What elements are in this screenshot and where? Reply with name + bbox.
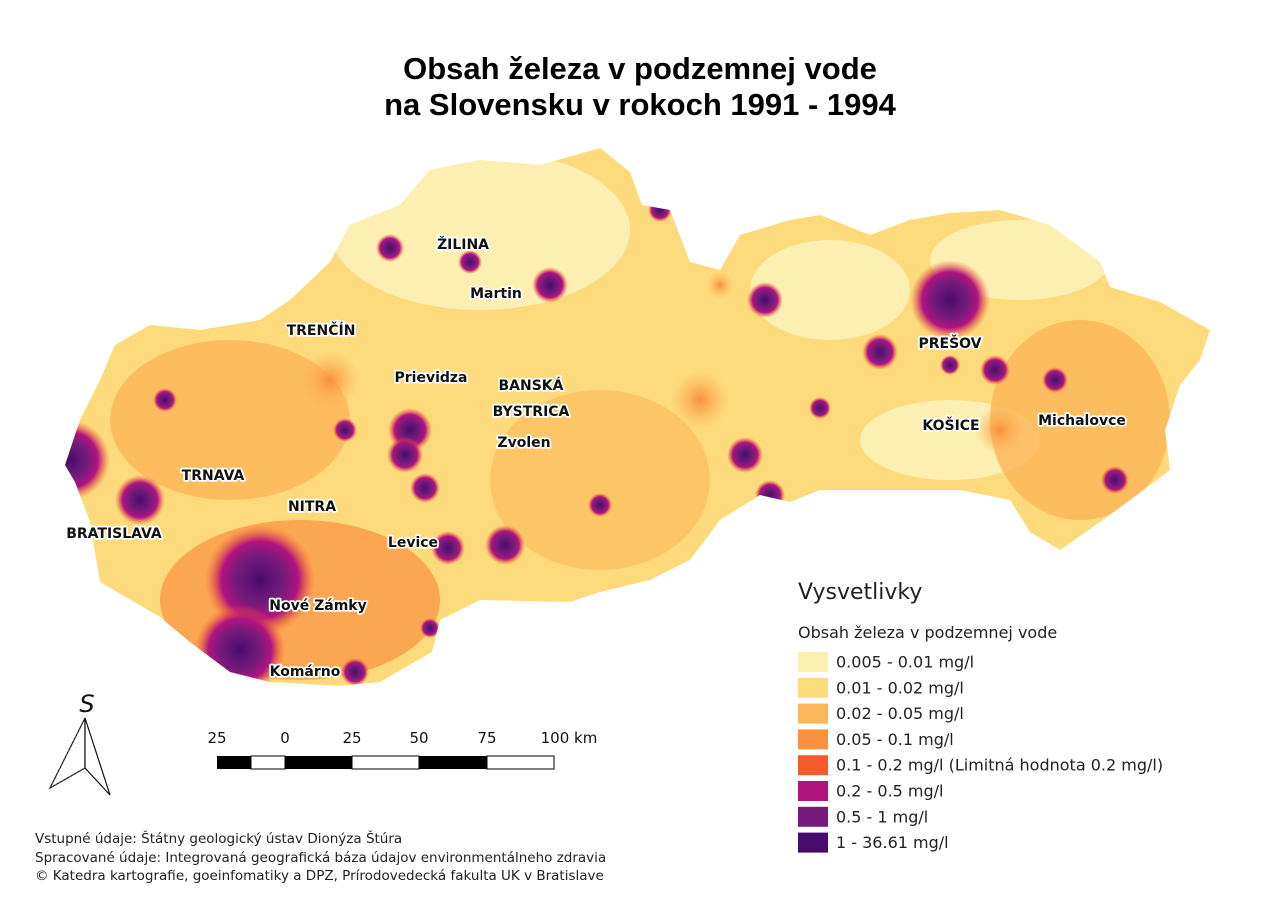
city-label: NITRA: [288, 499, 336, 515]
legend-swatch: [798, 703, 828, 724]
scale-bar: 25 0 25 50 75 100 km: [207, 729, 598, 770]
city-label: Michalovce: [1038, 413, 1126, 429]
legend-swatch: [798, 677, 828, 698]
north-arrow: S: [48, 690, 111, 796]
city-label: PREŠOV: [918, 334, 981, 352]
legend-swatch: [798, 652, 828, 672]
legend-swatch: [798, 755, 828, 776]
legend-label: 0.1 - 0.2 mg/l (Limitná hodnota 0.2 mg/l…: [836, 756, 1163, 775]
north-label: S: [79, 690, 94, 718]
legend-label: 0.2 - 0.5 mg/l: [836, 782, 944, 801]
title-line: na Slovensku v rokoch 1991 - 1994: [384, 87, 897, 122]
city-label: KOŠICE: [922, 416, 979, 434]
city-label: BYSTRICA: [493, 404, 570, 420]
city-label: BRATISLAVA: [66, 526, 162, 542]
legend-swatch: [798, 832, 828, 853]
legend-swatch: [798, 729, 828, 750]
city-label: BANSKÁ: [499, 377, 564, 394]
city-label: TRNAVA: [182, 468, 245, 484]
legend-label: 0.01 - 0.02 mg/l: [836, 678, 964, 697]
city-label: Levice: [388, 535, 438, 551]
scale-label: 75: [477, 729, 496, 747]
credits: Vstupné údaje: Štátny geologický ústav D…: [35, 829, 606, 884]
city-label: ŽILINA: [437, 236, 489, 253]
credit-line: © Katedra kartografie, goeinfomatiky a D…: [35, 868, 604, 884]
legend-swatch: [798, 806, 828, 827]
scale-label: 25: [342, 729, 361, 747]
legend-label: 0.05 - 0.1 mg/l: [836, 730, 954, 749]
legend-label: 1 - 36.61 mg/l: [836, 833, 949, 852]
legend-swatch: [798, 781, 828, 801]
legend-label: 0.005 - 0.01 mg/l: [836, 653, 974, 672]
city-label: Nové Zámky: [269, 598, 366, 614]
legend-label: 0.02 - 0.05 mg/l: [836, 704, 964, 723]
city-label: Martin: [470, 286, 522, 302]
city-label: Komárno: [270, 664, 341, 680]
scale-label: 100 km: [541, 729, 598, 747]
legend: Vysvetlivky Obsah železa v podzemnej vod…: [798, 580, 1163, 853]
credit-line: Vstupné údaje: Štátny geologický ústav D…: [35, 829, 402, 847]
title-line: Obsah železa v podzemnej vode: [403, 51, 877, 86]
legend-title: Vysvetlivky: [798, 580, 922, 605]
city-label: Prievidza: [394, 370, 467, 386]
city-label: TRENČÍN: [287, 321, 356, 339]
city-label: Zvolen: [497, 435, 550, 451]
credit-line: Spracované údaje: Integrovaná geografick…: [35, 850, 606, 866]
scale-label: 50: [409, 729, 428, 747]
city-labels: ŽILINA Martin TRENČÍN Prievidza BANSKÁ B…: [64, 234, 1127, 682]
legend-subtitle: Obsah železa v podzemnej vode: [798, 623, 1057, 642]
scale-label: 25: [207, 729, 226, 747]
legend-label: 0.5 - 1 mg/l: [836, 807, 928, 826]
scale-label: 0: [280, 729, 290, 747]
